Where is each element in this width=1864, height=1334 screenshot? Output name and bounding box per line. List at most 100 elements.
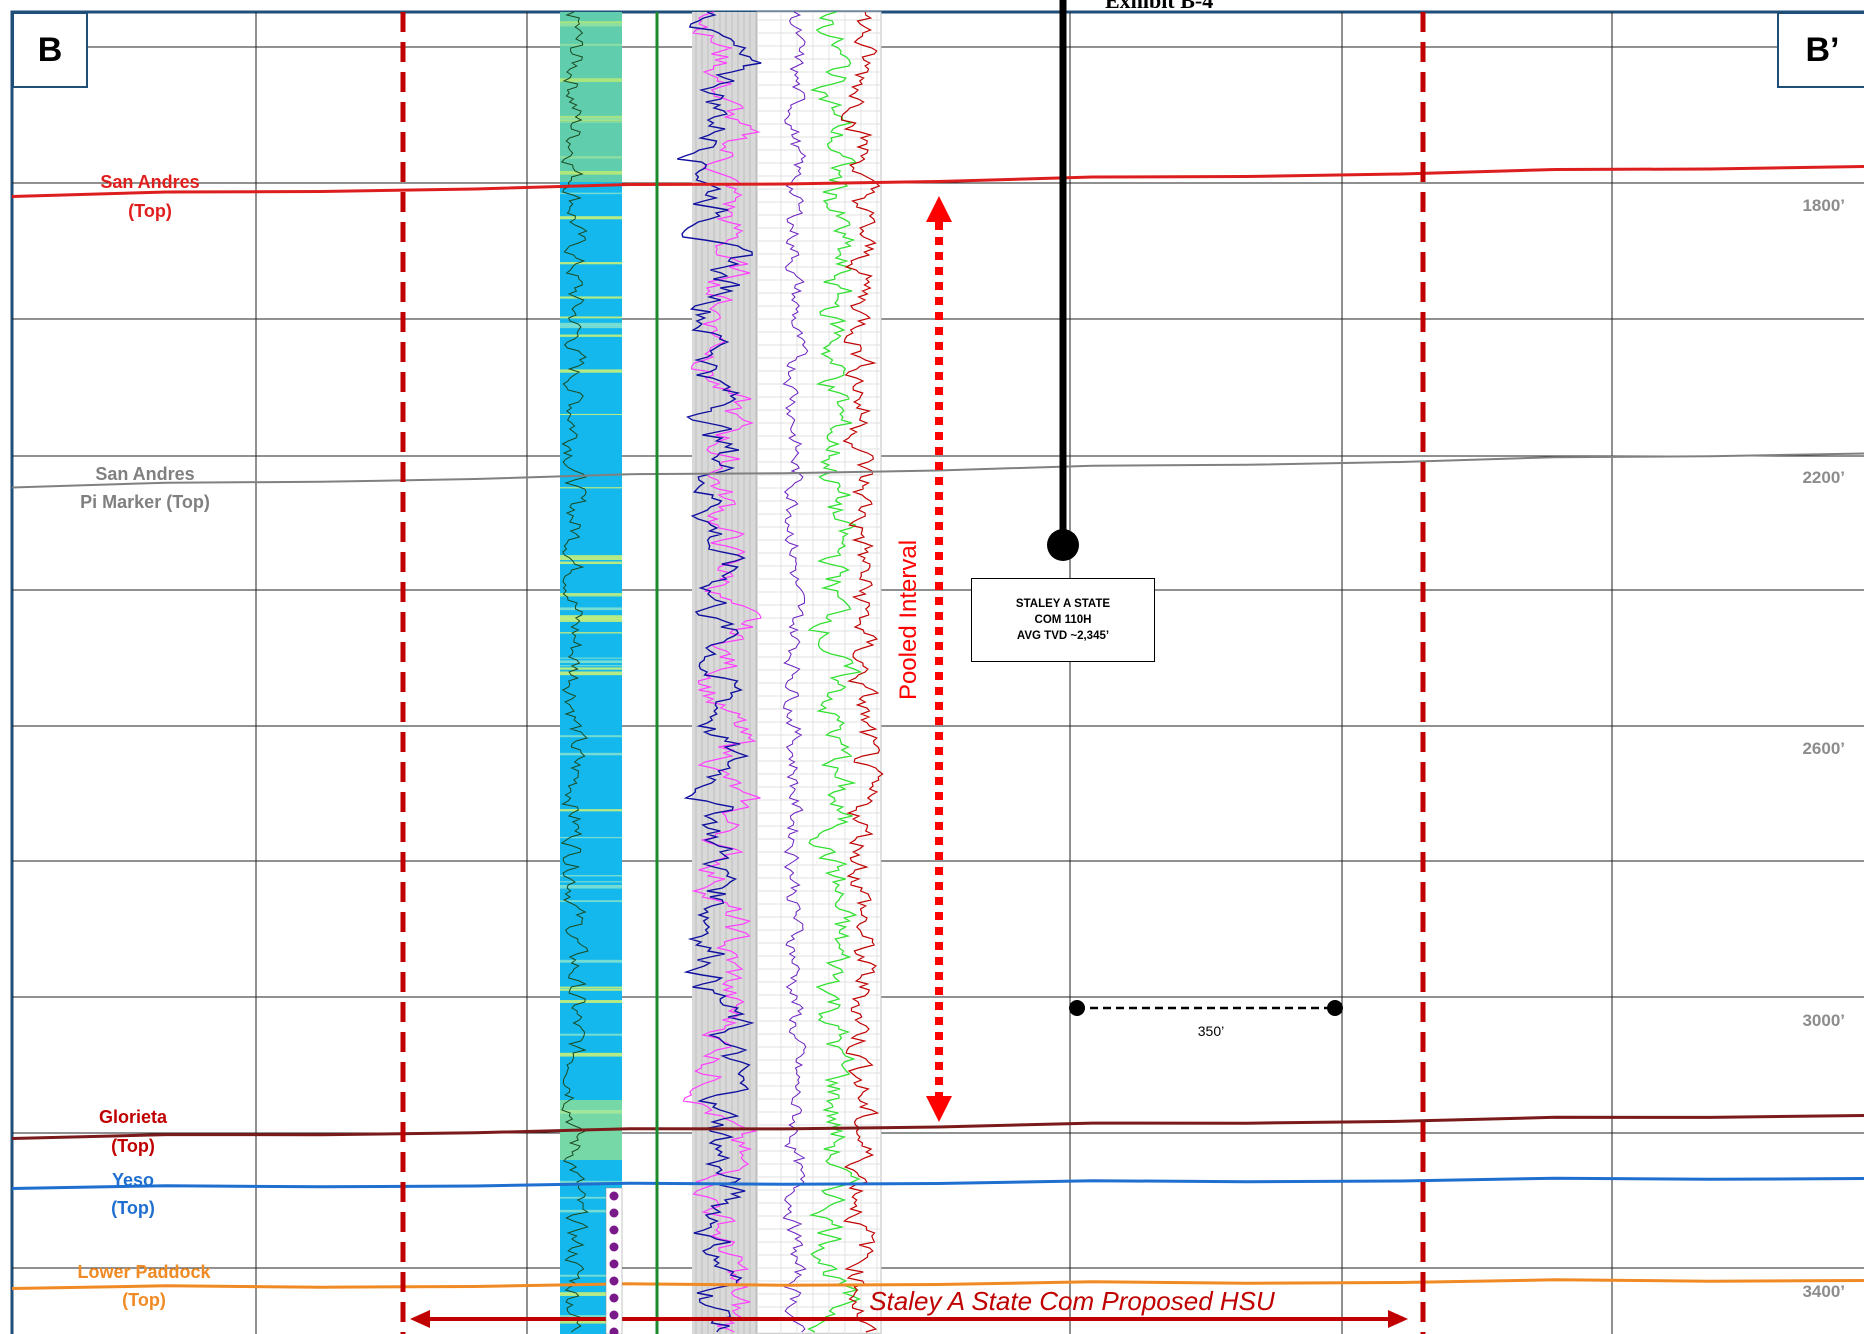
lithology-band [560, 665, 622, 667]
perforation-marker [609, 1225, 619, 1235]
section-start-text: B [37, 30, 63, 69]
perforation-marker [609, 1276, 619, 1286]
lithology-band [560, 900, 622, 903]
depth-label-2200: 2200’ [1802, 468, 1845, 487]
pooled-interval-arrow-top [926, 196, 952, 222]
lithology-band [560, 1314, 622, 1318]
lithology-band [560, 216, 622, 220]
lithology-band [560, 836, 622, 839]
lithology-band [560, 324, 622, 329]
perforation-marker [609, 1310, 619, 1320]
lithology-band [560, 593, 622, 596]
lithology-band [560, 1033, 622, 1036]
perforation-marker [609, 1191, 619, 1201]
annotations: San Andres (Top) San Andres Pi Marker (T… [77, 172, 1845, 1316]
pooled-interval-label: Pooled Interval [895, 540, 922, 700]
perforation-marker [609, 1208, 619, 1218]
lithology-band [560, 1292, 622, 1296]
overlays [400, 0, 1426, 1334]
lithology-band [560, 557, 622, 561]
lithology-band-top [560, 12, 622, 182]
yeso-sublabel: (Top) [111, 1198, 155, 1218]
section-end-text: B’ [1805, 30, 1840, 69]
density-curve [682, 11, 762, 1333]
perforation-markers [605, 1187, 623, 1334]
well-name-line1: STALEY A STATE [1015, 598, 1111, 610]
sonic-curve [782, 11, 809, 1333]
pi-marker-sublabel: Pi Marker (Top) [80, 492, 210, 512]
lithology-band [560, 1196, 622, 1199]
formation-horizons [11, 165, 1864, 1290]
exhibit-title: Exhibit B-4 [1105, 0, 1214, 13]
lithology-band [560, 334, 622, 337]
lithology-band [560, 881, 622, 883]
lithology-band [560, 988, 622, 991]
lithology-band [560, 369, 622, 373]
formation-horizon-line [11, 1176, 1864, 1190]
gamma-ray-curve [560, 11, 589, 1333]
depth-label-3400: 3400’ [1802, 1282, 1845, 1301]
section-end-label: B’ [1777, 12, 1864, 88]
perforation-marker [609, 1293, 619, 1303]
depth-label-1800: 1800’ [1802, 196, 1845, 215]
lithology-band [560, 561, 622, 565]
lithology-band [560, 192, 622, 195]
lithology-band [560, 316, 622, 319]
wellbore-landing-point [1047, 529, 1079, 561]
lithology-band [560, 1320, 622, 1324]
well-tvd: AVG TVD ~2,345’ [1016, 630, 1110, 642]
resistivity-curve [840, 11, 884, 1333]
hsu-label: Staley A State Com Proposed HSU [869, 1286, 1275, 1316]
formation-horizon-line [11, 452, 1864, 489]
lithology-band [560, 1274, 622, 1277]
lithology-band [560, 262, 622, 265]
lithology-band [560, 752, 622, 756]
scale-bar-label: 350’ [1198, 1023, 1224, 1039]
pooled-interval-arrow-bottom [926, 1096, 952, 1122]
perforation-marker [609, 1327, 619, 1334]
lithology-band [560, 875, 622, 877]
lithology-band [560, 735, 622, 738]
lithology-band [560, 322, 622, 326]
lithology-band [560, 1000, 622, 1003]
lower-paddock-label: Lower Paddock [77, 1262, 211, 1282]
lithology-band [560, 413, 622, 416]
lithology-band [560, 555, 622, 557]
pi-marker-label: San Andres [95, 464, 194, 484]
yeso-label: Yeso [112, 1170, 154, 1190]
scale-bar-end-right [1327, 1000, 1343, 1016]
depth-label-2600: 2600’ [1802, 739, 1845, 758]
san-andres-sublabel: (Top) [128, 201, 172, 221]
lithology-band [560, 632, 622, 634]
resistivity-track [756, 11, 882, 1334]
hsu-extent-arrow-right [1388, 1310, 1408, 1328]
formation-horizon-line [11, 165, 1864, 198]
lithology-band [560, 660, 622, 664]
lithology-band [560, 986, 622, 989]
well-label-box: STALEY A STATE COM 110H AVG TVD ~2,345’ [971, 578, 1155, 662]
scale-bar-end-left [1069, 1000, 1085, 1016]
san-andres-label: San Andres [100, 172, 199, 192]
lithology-band [560, 671, 622, 676]
lithology-band [560, 296, 622, 299]
section-start-label: B [12, 12, 88, 88]
glorieta-label: Glorieta [99, 1107, 168, 1127]
lithology-band [560, 1180, 622, 1184]
lithology-band [560, 1052, 622, 1057]
lithology-band [560, 595, 622, 597]
formation-horizon-line [11, 1114, 1864, 1140]
frame-border [10, 10, 1864, 1334]
lithology-band [560, 667, 622, 670]
porosity-track [692, 12, 757, 1334]
formation-horizon-line [11, 1278, 1864, 1290]
hsu-extent-arrow-left [410, 1310, 430, 1328]
lithology-band [560, 618, 622, 622]
glorieta-sublabel: (Top) [111, 1136, 155, 1156]
perforation-marker [609, 1259, 619, 1269]
well-name-line2: COM 110H [1034, 614, 1092, 626]
pe-curve [807, 11, 863, 1333]
perforation-marker [609, 1242, 619, 1252]
lithology-band [560, 1209, 622, 1213]
